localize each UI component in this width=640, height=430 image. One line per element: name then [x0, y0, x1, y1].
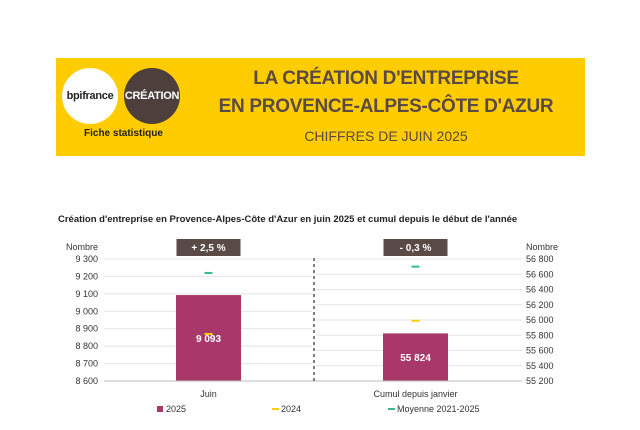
y-tick-label: 55 800: [526, 330, 554, 340]
evolution-badge-label: - 0,3 %: [400, 243, 432, 254]
y-tick-label: 56 200: [526, 300, 554, 310]
legend-label: 2025: [166, 404, 186, 414]
legend-label: 2024: [281, 404, 301, 414]
y-tick-label: 9 300: [75, 254, 98, 264]
y-tick-label: 55 600: [526, 346, 554, 356]
y-tick-label: 8 900: [75, 324, 98, 334]
page-title-line1: LA CRÉATION D'ENTREPRISE: [253, 68, 519, 89]
legend-label: Moyenne 2021-2025: [397, 404, 480, 414]
chart-title: Création d'entreprise en Provence-Alpes-…: [58, 214, 518, 225]
bar-2025: [176, 295, 241, 381]
page-title-line2: EN PROVENCE-ALPES-CÔTE D'AZUR: [218, 96, 554, 117]
y-tick-label: 8 800: [75, 341, 98, 351]
evolution-badge: [176, 239, 241, 256]
y-tick-label: 56 600: [526, 269, 554, 279]
bar-data-label: 9 093: [196, 334, 221, 345]
y-tick-label: 56 400: [526, 285, 554, 295]
y-axis-label: Nombre: [526, 242, 558, 252]
fiche-subtitle: Fiche statistique: [84, 128, 163, 139]
y-tick-label: 56 800: [526, 254, 554, 264]
bpifrance-logo: bpifrance: [62, 68, 118, 124]
page-title-line3: CHIFFRES DE JUIN 2025: [304, 128, 468, 144]
y-tick-label: 8 600: [75, 376, 98, 386]
creation-logo: CRÉATION: [124, 68, 180, 124]
y-tick-label: 56 000: [526, 315, 554, 325]
header-banner: bpifrance CRÉATION Fiche statistique LA …: [56, 58, 585, 156]
legend-swatch-2025: [157, 406, 163, 412]
evolution-badge-label: + 2,5 %: [191, 243, 225, 254]
evolution-badge: [383, 239, 448, 256]
y-tick-label: 55 400: [526, 361, 554, 371]
x-category-label: Cumul depuis janvier: [373, 389, 457, 399]
y-tick-label: 9 000: [75, 306, 98, 316]
x-category-label: Juin: [200, 389, 217, 399]
y-tick-label: 9 100: [75, 289, 98, 299]
y-tick-label: 55 200: [526, 376, 554, 386]
y-axis-label: Nombre: [66, 242, 98, 252]
bar-2025: [383, 333, 448, 381]
y-tick-label: 9 200: [75, 271, 98, 281]
bar-data-label: 55 824: [400, 353, 431, 364]
y-tick-label: 8 700: [75, 359, 98, 369]
